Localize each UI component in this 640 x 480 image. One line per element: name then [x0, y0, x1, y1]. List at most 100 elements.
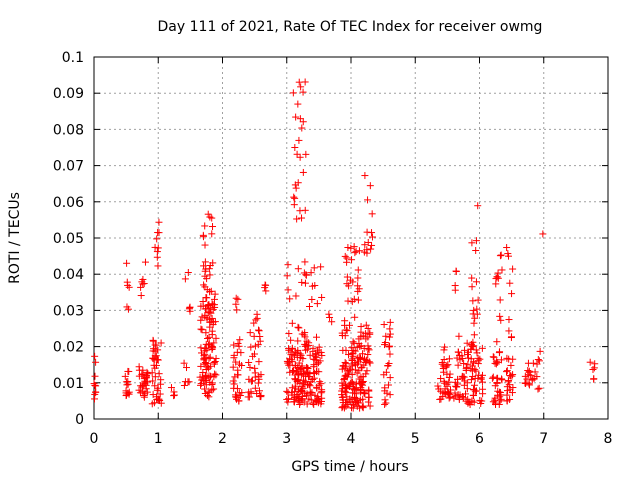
data-point: [124, 389, 132, 397]
data-point: [508, 333, 516, 341]
data-point: [295, 359, 303, 367]
data-point: [290, 193, 298, 201]
data-point: [339, 385, 347, 393]
data-point: [233, 306, 241, 314]
data-point: [245, 388, 253, 396]
data-point: [123, 303, 131, 311]
data-point: [525, 380, 533, 388]
data-point: [468, 239, 476, 247]
data-point: [451, 378, 459, 386]
data-point: [205, 364, 213, 372]
x-tick-label: 6: [475, 431, 484, 447]
data-point: [359, 350, 367, 358]
data-point: [201, 267, 209, 275]
data-point: [151, 364, 159, 372]
y-tick-label: 0.01: [53, 376, 84, 392]
data-point: [181, 378, 189, 386]
data-point: [469, 338, 477, 346]
data-point: [450, 394, 458, 402]
data-point: [316, 357, 324, 365]
data-point: [452, 268, 460, 276]
data-point: [299, 371, 307, 379]
data-point: [354, 282, 362, 290]
data-point: [356, 404, 364, 412]
data-point: [232, 300, 240, 308]
data-point: [359, 372, 367, 380]
data-point: [204, 210, 212, 218]
data-point: [342, 384, 350, 392]
data-point: [296, 153, 304, 161]
data-point: [197, 344, 205, 352]
data-point: [289, 89, 297, 97]
data-point: [230, 354, 238, 362]
data-point: [250, 350, 258, 358]
data-point: [210, 295, 218, 303]
data-point: [155, 218, 163, 226]
data-point: [505, 316, 513, 324]
data-point: [293, 215, 301, 223]
data-point: [345, 351, 353, 359]
data-point: [368, 241, 376, 249]
x-tick-label: 8: [604, 431, 613, 447]
data-point: [208, 214, 216, 222]
data-point: [524, 367, 532, 375]
data-point: [125, 388, 133, 396]
data-point: [252, 316, 260, 324]
data-point: [238, 361, 246, 369]
data-point: [298, 214, 306, 222]
data-point: [368, 233, 376, 241]
data-point: [478, 378, 486, 386]
data-point: [206, 353, 214, 361]
data-point: [470, 331, 478, 339]
data-point: [477, 399, 485, 407]
data-point: [291, 371, 299, 379]
data-point: [157, 339, 165, 347]
data-point: [153, 235, 161, 243]
data-point: [301, 279, 309, 287]
data-point: [341, 252, 349, 260]
data-point: [231, 373, 239, 381]
data-point: [201, 258, 209, 266]
data-point: [360, 344, 368, 352]
data-point: [533, 373, 541, 381]
data-point: [232, 294, 240, 302]
data-point: [230, 380, 238, 388]
data-point: [206, 316, 214, 324]
data-point: [235, 389, 243, 397]
data-point: [489, 353, 497, 361]
data-point: [533, 360, 541, 368]
data-point: [154, 262, 162, 270]
data-point: [205, 333, 213, 341]
data-point: [536, 347, 544, 355]
data-point: [151, 382, 159, 390]
data-point: [292, 292, 300, 300]
data-point: [303, 345, 311, 353]
data-point: [504, 252, 512, 260]
data-point: [139, 370, 147, 378]
data-point: [251, 364, 259, 372]
data-point: [292, 113, 300, 121]
data-point: [347, 379, 355, 387]
data-point: [386, 350, 394, 358]
data-point: [254, 341, 262, 349]
data-point: [472, 278, 480, 286]
data-point: [363, 249, 371, 257]
data-point: [490, 353, 498, 361]
data-point: [438, 360, 446, 368]
data-point: [308, 282, 316, 290]
data-point: [149, 391, 157, 399]
data-point: [201, 385, 209, 393]
data-point: [143, 371, 151, 379]
data-point: [262, 281, 270, 289]
data-point: [203, 275, 211, 283]
data-point: [440, 356, 448, 364]
data-point: [503, 367, 511, 375]
data-point: [154, 244, 162, 252]
data-point: [206, 262, 214, 270]
y-tick-label: 0.1: [62, 50, 84, 66]
data-point: [253, 314, 261, 322]
data-point: [201, 241, 209, 249]
data-point: [475, 371, 483, 379]
data-point: [356, 342, 364, 350]
data-point: [157, 399, 165, 407]
